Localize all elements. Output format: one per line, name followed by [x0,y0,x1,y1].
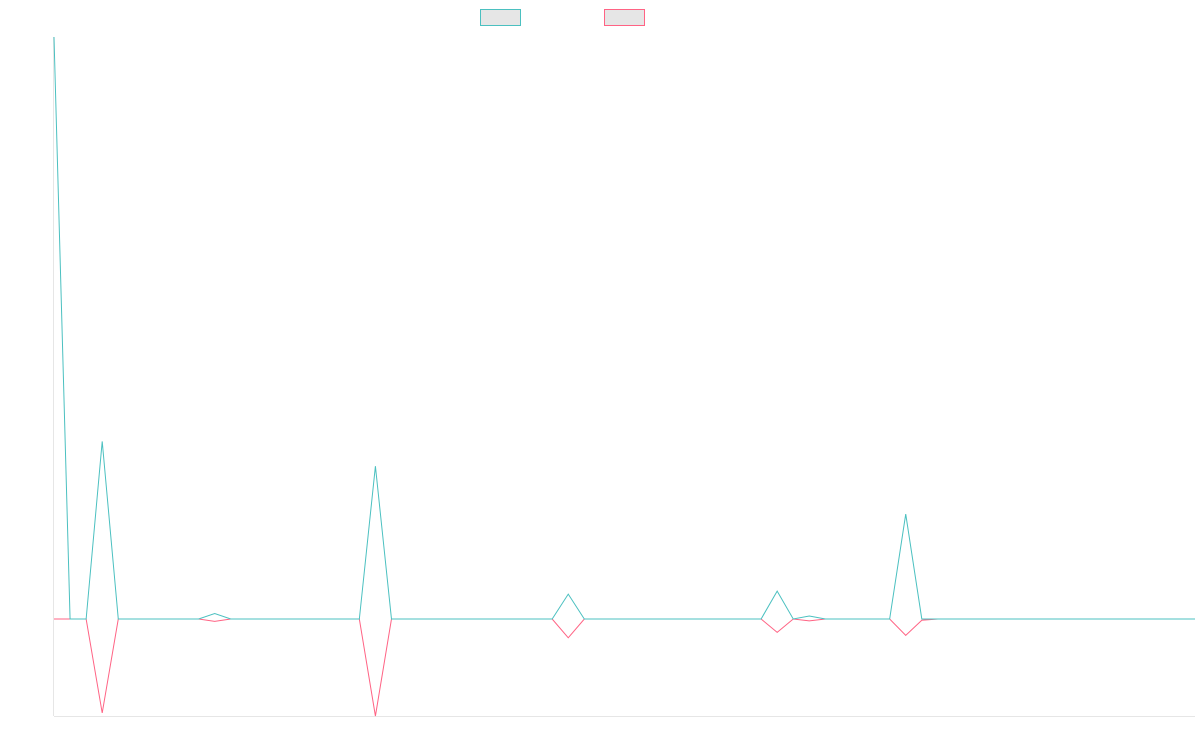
legend-swatch-2 [604,9,645,26]
legend-swatch-1 [480,9,521,26]
series-layer [53,36,1195,717]
series-line-1 [53,36,1195,620]
legend-item-2[interactable] [604,9,645,26]
legend[interactable] [480,9,645,26]
legend-item-1[interactable] [480,9,521,26]
axes [53,37,1195,717]
series-line-2 [54,618,1195,717]
